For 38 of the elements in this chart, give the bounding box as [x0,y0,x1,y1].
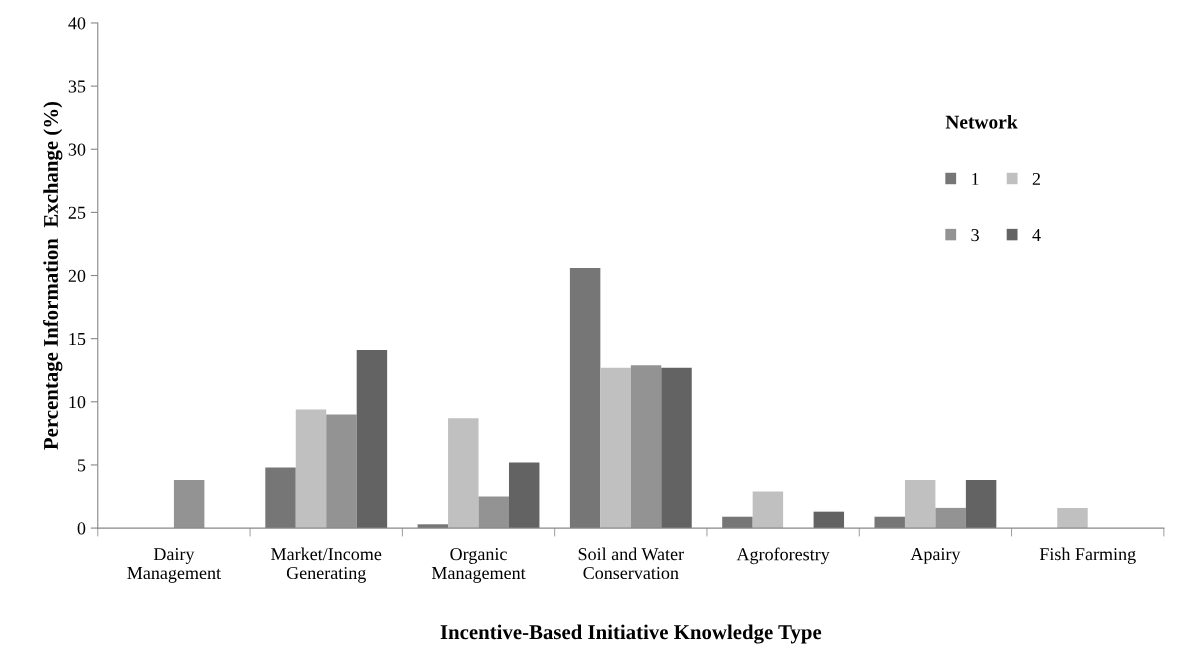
bar [508,462,540,529]
bar [295,409,327,529]
bar [661,367,692,529]
bar [1057,507,1088,529]
bar [356,350,388,529]
bar [448,418,479,529]
y-tick-label: 35 [68,80,86,93]
y-tick-label: 15 [69,333,86,346]
x-tick-label: Soil and Water Conservation [578,547,684,580]
legend-label: 3 [971,229,979,242]
bar [265,467,296,529]
bar [600,367,631,529]
bar [874,516,905,529]
legend-label: 2 [1032,172,1041,185]
x-tick-label: Organic Management [431,548,526,583]
legend-label: 4 [1032,229,1041,241]
x-tick-label: Agroforestry [736,547,830,565]
x-tick-label: Fish Farming [1039,547,1136,564]
bar [569,267,601,529]
y-tick-label: 20 [68,269,86,282]
y-tick-label: 25 [68,206,86,219]
bar [813,511,845,529]
bar [752,491,784,529]
y-axis-title: Percentage Information Exchange (%) [43,101,63,450]
x-axis-title: Incentive-Based Initiative Knowledge Type [440,624,822,644]
y-tick-label: 40 [68,17,86,30]
x-tick-label: Apairy [910,548,961,564]
y-tick-label: 5 [77,459,86,472]
y-tick-label: 30 [68,143,86,156]
bar [965,480,997,529]
x-tick-label: Market/Income Generating [271,547,382,583]
y-tick-label: 10 [69,396,86,409]
legend-label: 1 [972,172,979,185]
legend-title: Network [945,114,1018,129]
bar [904,480,936,529]
y-tick-label: 0 [77,522,86,535]
x-tick-label: Dairy Management [127,548,221,583]
bar [722,516,753,529]
